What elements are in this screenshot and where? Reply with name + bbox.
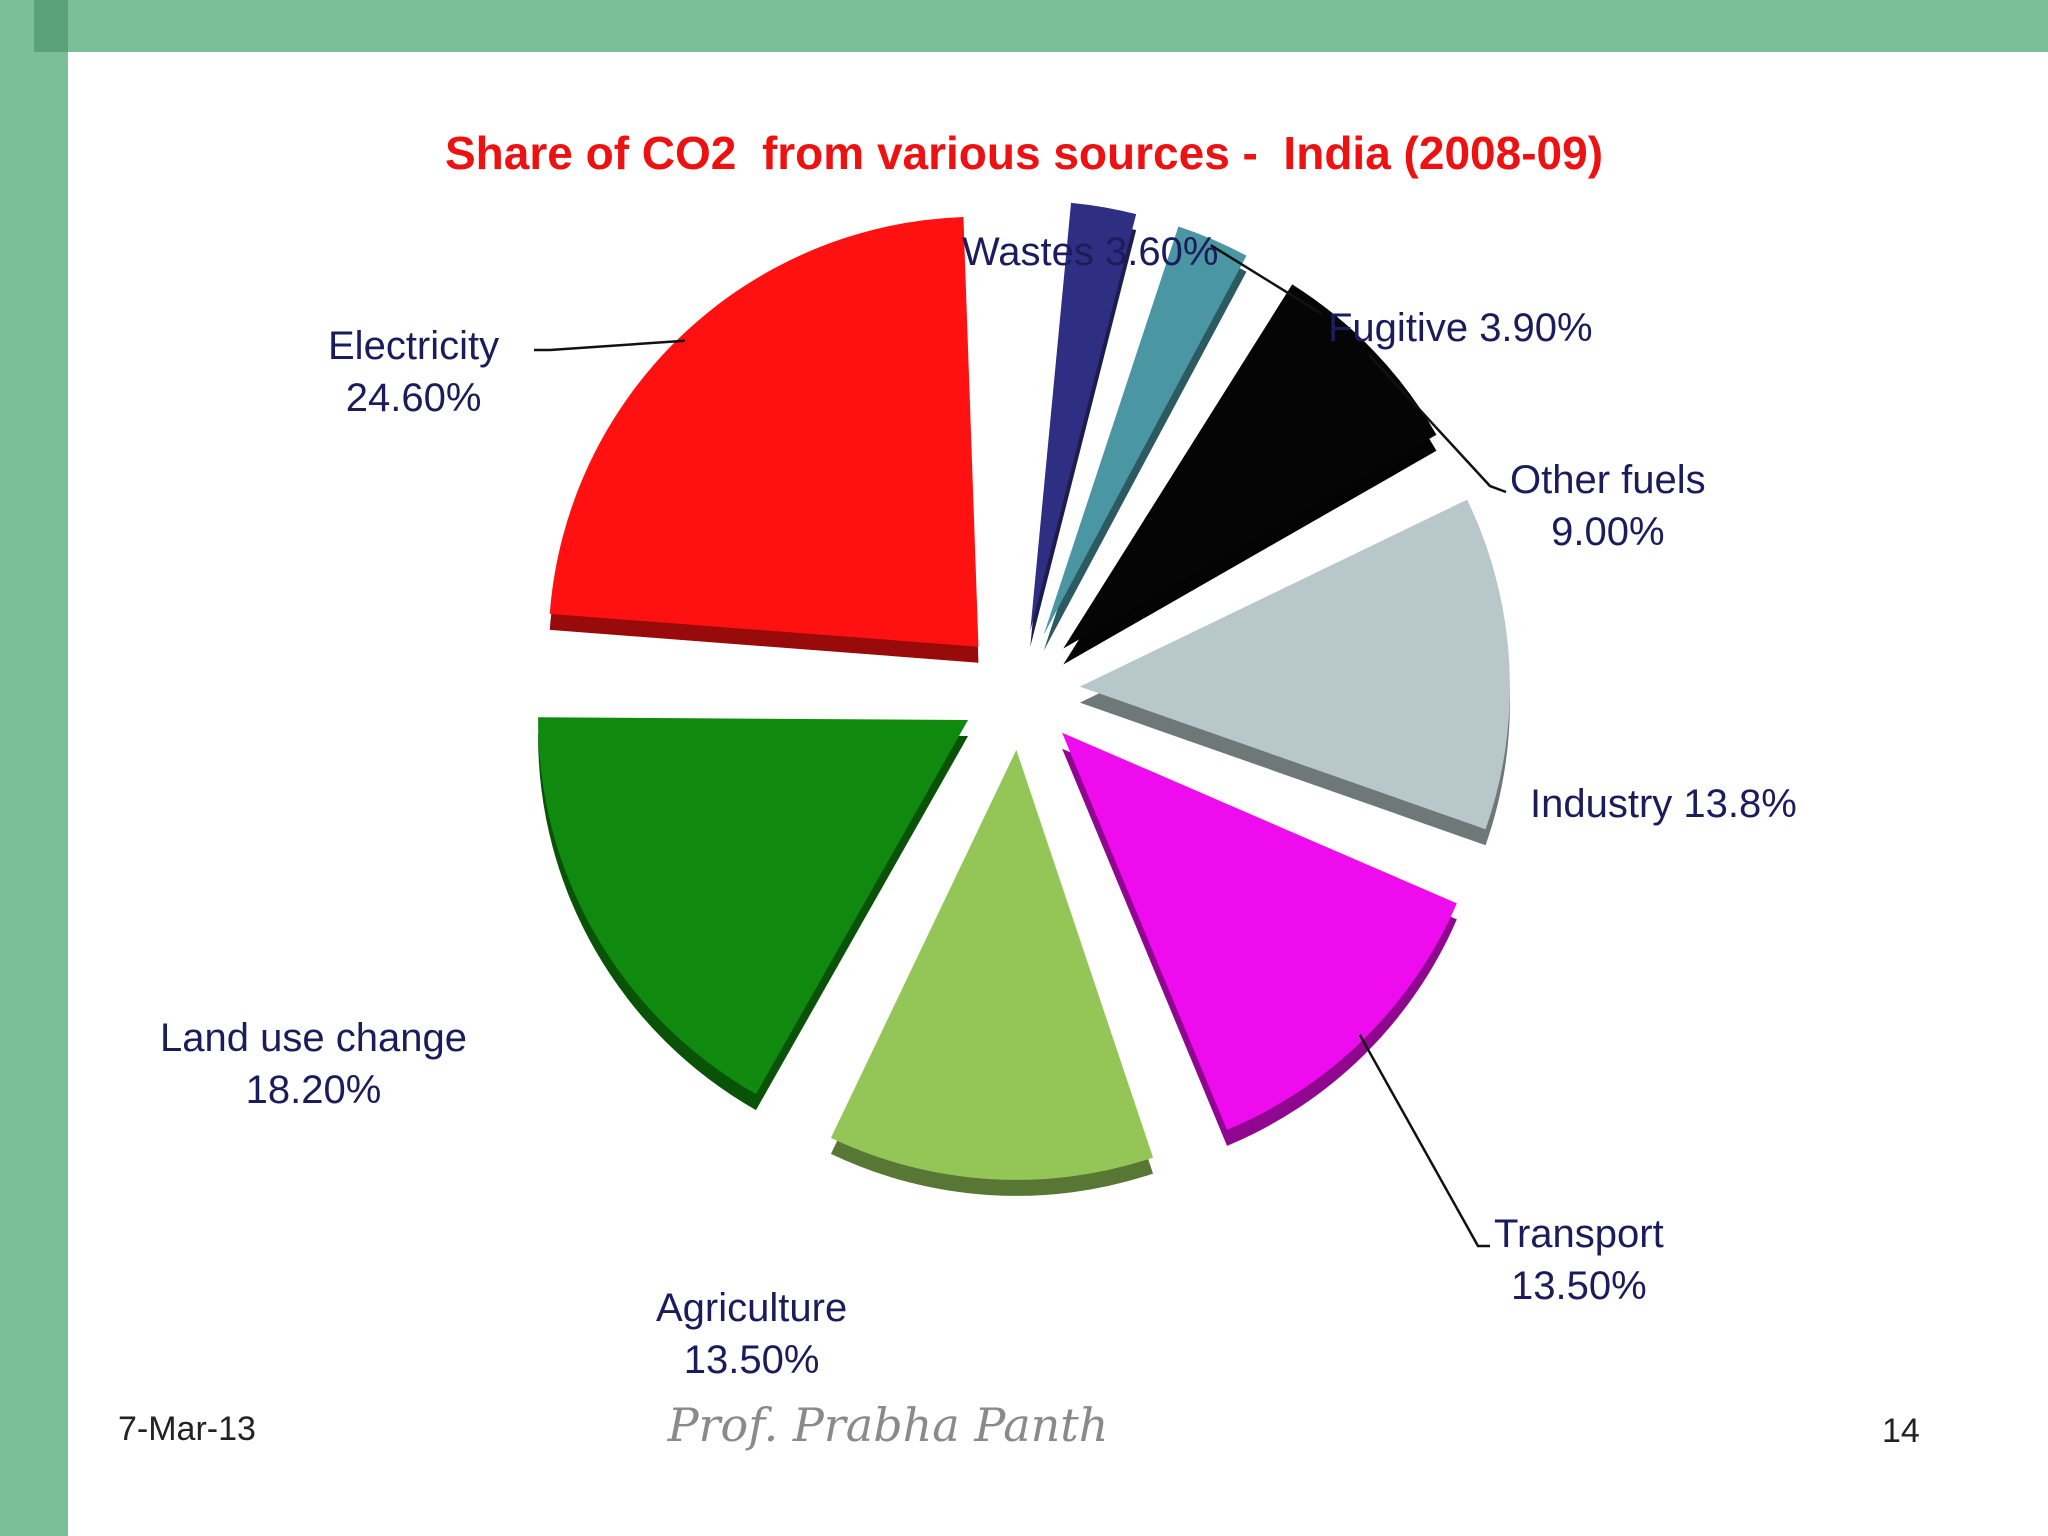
pie-slices: [538, 202, 1510, 1196]
pie-slice-transport: [1062, 732, 1457, 1130]
top-decor-bar: [0, 0, 2048, 52]
pie-slice-other-fuels: [1063, 284, 1437, 649]
slice-label-fugitive: Fugitive 3.90%: [1328, 306, 1593, 350]
leader-lines: [534, 244, 1507, 1248]
chart-title: Share of CO2 from various sources - Indi…: [444, 127, 1604, 179]
slice-label-industry: Industry 13.8%: [1530, 782, 1797, 826]
corner-decor: [34, 0, 68, 52]
footer-author: Prof. Prabha Panth: [667, 1398, 1109, 1452]
pie-slice-agriculture: [830, 749, 1154, 1180]
leader-line-transport: [1358, 1034, 1490, 1248]
leader-line-fugitive: [1210, 244, 1323, 316]
page-number: 14: [1882, 1412, 1920, 1450]
leader-line-electricity: [534, 339, 686, 352]
slice-label-electricity: Electricity 24.60%: [328, 324, 500, 420]
footer-date: 7-Mar-13: [118, 1410, 256, 1448]
slice-label-other-fuels: Other fuels 9.00%: [1510, 458, 1706, 554]
leader-line-other-fuels: [1368, 354, 1507, 494]
pie-slice-land-use-change: [538, 717, 969, 1095]
pie-slice-industry: [1079, 499, 1510, 830]
slice-label-wastes: Wastes 3.60%: [962, 230, 1219, 274]
left-decor-bar: [0, 0, 68, 1536]
pie-slice-wastes: [1030, 202, 1137, 631]
slice-label-agriculture: Agriculture 13.50%: [656, 1286, 848, 1382]
pie-slice-side-wastes: [1030, 218, 1137, 647]
pie-slice-electricity: [549, 216, 979, 647]
slice-label-land-use-change: Land use change 18.20%: [160, 1016, 467, 1112]
slice-label-transport: Transport 13.50%: [1494, 1212, 1664, 1308]
pie-slice-fugitive: [1043, 226, 1247, 635]
